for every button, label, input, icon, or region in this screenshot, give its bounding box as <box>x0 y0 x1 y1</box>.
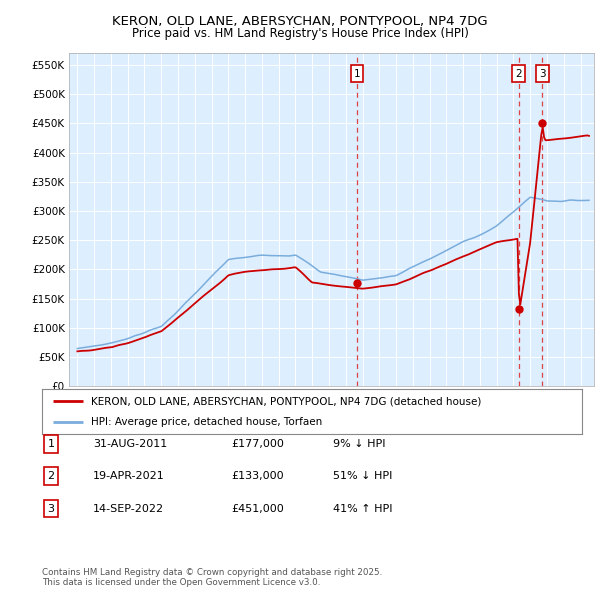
Text: 3: 3 <box>47 504 55 513</box>
Text: 1: 1 <box>353 68 360 78</box>
Text: 41% ↑ HPI: 41% ↑ HPI <box>333 504 392 513</box>
Text: 2: 2 <box>515 68 522 78</box>
Text: Price paid vs. HM Land Registry's House Price Index (HPI): Price paid vs. HM Land Registry's House … <box>131 27 469 40</box>
Text: KERON, OLD LANE, ABERSYCHAN, PONTYPOOL, NP4 7DG (detached house): KERON, OLD LANE, ABERSYCHAN, PONTYPOOL, … <box>91 396 481 407</box>
Text: 3: 3 <box>539 68 545 78</box>
Text: £133,000: £133,000 <box>231 471 284 481</box>
Text: HPI: Average price, detached house, Torfaen: HPI: Average price, detached house, Torf… <box>91 417 322 427</box>
Text: 31-AUG-2011: 31-AUG-2011 <box>93 439 167 448</box>
Text: 1: 1 <box>47 439 55 448</box>
Text: Contains HM Land Registry data © Crown copyright and database right 2025.
This d: Contains HM Land Registry data © Crown c… <box>42 568 382 587</box>
Text: 19-APR-2021: 19-APR-2021 <box>93 471 165 481</box>
Text: 51% ↓ HPI: 51% ↓ HPI <box>333 471 392 481</box>
Text: 9% ↓ HPI: 9% ↓ HPI <box>333 439 386 448</box>
Text: 2: 2 <box>47 471 55 481</box>
Text: KERON, OLD LANE, ABERSYCHAN, PONTYPOOL, NP4 7DG: KERON, OLD LANE, ABERSYCHAN, PONTYPOOL, … <box>112 15 488 28</box>
Text: 14-SEP-2022: 14-SEP-2022 <box>93 504 164 513</box>
Text: £451,000: £451,000 <box>231 504 284 513</box>
Text: £177,000: £177,000 <box>231 439 284 448</box>
